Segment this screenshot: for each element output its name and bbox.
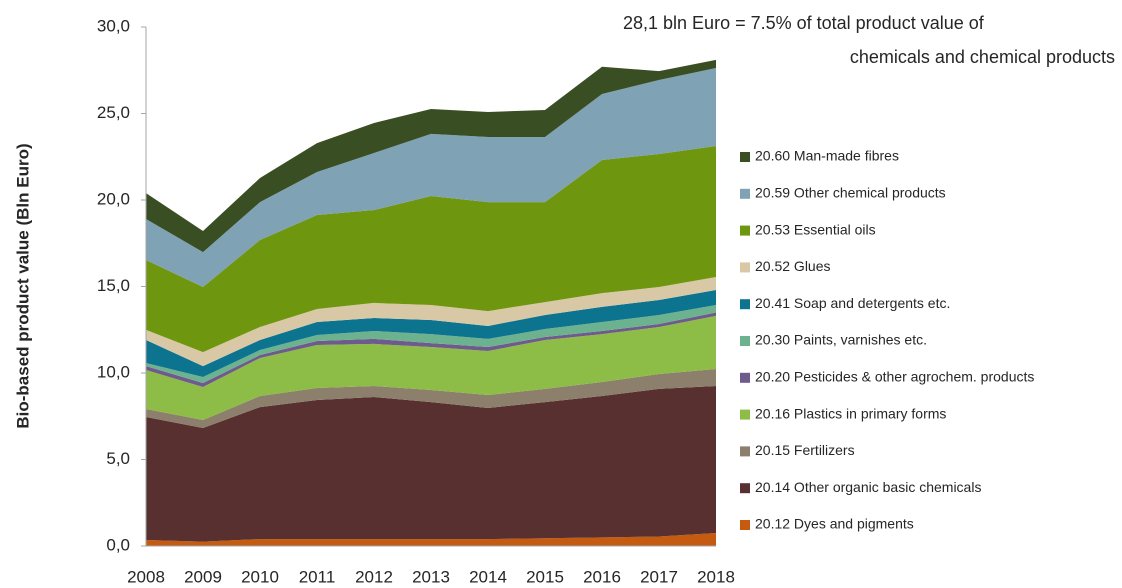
y-tick-label: 30,0 (97, 16, 130, 35)
x-tick-label: 2008 (127, 567, 165, 586)
legend-swatch (740, 409, 750, 420)
area (146, 533, 716, 546)
area (146, 146, 716, 353)
y-tick-label: 5,0 (106, 449, 130, 468)
legend-label: 20.53 Essential oils (755, 221, 876, 237)
area (146, 369, 716, 429)
y-tick-label: 25,0 (97, 103, 130, 122)
y-tick-label: 15,0 (97, 276, 130, 295)
legend-label: 20.41 Soap and detergents etc. (755, 295, 950, 311)
x-tick-label: 2012 (355, 567, 393, 586)
y-tick-label: 20,0 (97, 189, 130, 208)
legend-swatch (740, 299, 750, 310)
legend-label: 20.15 Fertilizers (755, 442, 855, 458)
area (146, 315, 716, 421)
x-tick-label: 2010 (241, 567, 279, 586)
y-axis-label: Bio-based product value (Bln Euro) (13, 143, 32, 428)
legend-swatch (740, 520, 750, 530)
legend-swatch (740, 336, 750, 346)
area (146, 276, 716, 367)
legend-swatch (740, 225, 750, 236)
area (146, 289, 716, 377)
legend-swatch (740, 372, 750, 383)
x-tick-label: 2016 (583, 567, 621, 586)
legend-label: 20.16 Plastics in primary forms (755, 405, 946, 421)
area (146, 59, 716, 253)
legend-swatch (740, 446, 750, 457)
x-tick-label: 2014 (469, 567, 507, 586)
area (146, 68, 716, 288)
legend-swatch (740, 188, 750, 199)
y-tick-label: 10,0 (97, 362, 130, 381)
legend-label: 20.20 Pesticides & other agrochem. produ… (755, 369, 1034, 385)
annotation: chemicals and chemical products (850, 47, 1115, 67)
annotation: 28,1 bln Euro = 7.5% of total product va… (623, 13, 985, 33)
legend-label: 20.59 Other chemical products (755, 185, 946, 201)
legend-label: 20.60 Man-made fibres (755, 148, 899, 164)
legend-label: 20.12 Dyes and pigments (755, 516, 914, 532)
legend-label: 20.30 Paints, varnishes etc. (755, 332, 927, 348)
x-tick-label: 2013 (412, 567, 450, 586)
legend-swatch (740, 483, 750, 494)
legend-swatch (740, 152, 750, 162)
legend-swatch (740, 262, 750, 273)
x-tick-label: 2009 (184, 567, 222, 586)
legend-label: 20.14 Other organic basic chemicals (755, 479, 981, 495)
y-tick-label: 0,0 (106, 535, 130, 554)
legend-label: 20.52 Glues (755, 258, 831, 274)
x-tick-label: 2015 (526, 567, 564, 586)
area (146, 385, 716, 542)
x-tick-label: 2018 (697, 567, 735, 586)
x-tick-label: 2011 (299, 567, 336, 586)
x-tick-label: 2017 (640, 567, 678, 586)
